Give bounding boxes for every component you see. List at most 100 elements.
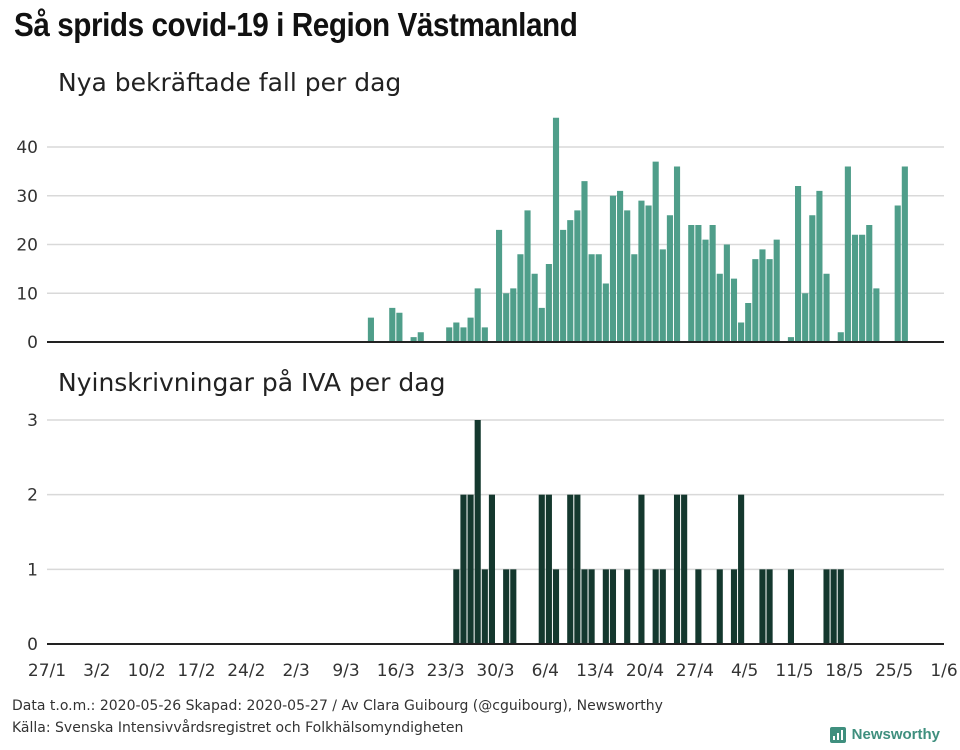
x-tick-label: 6/4: [532, 661, 559, 681]
cases-bar: [538, 307, 545, 343]
icu-bar: [545, 494, 552, 644]
footer-source: Källa: Svenska Intensivvårdsregistret oc…: [12, 720, 464, 736]
cases-y-tick-label: 40: [16, 138, 38, 158]
icu-bar: [659, 569, 666, 644]
icu-bar: [474, 420, 481, 644]
icu-bar: [766, 569, 773, 644]
x-tick-label: 13/4: [576, 661, 614, 681]
icu-bar: [602, 569, 609, 644]
icu-bar: [695, 569, 702, 644]
x-tick-label: 1/6: [930, 661, 957, 681]
cases-bar: [396, 312, 403, 342]
icu-bar: [581, 569, 588, 644]
x-tick-label: 25/5: [875, 661, 913, 681]
cases-bar: [602, 283, 609, 342]
cases-bar: [752, 259, 759, 343]
x-tick-label: 18/5: [825, 661, 863, 681]
cases-bar: [837, 332, 844, 342]
cases-bar: [723, 244, 730, 342]
logo-text: Newsworthy: [851, 726, 940, 743]
x-tick-label: 23/3: [427, 661, 465, 681]
cases-bar: [816, 190, 823, 343]
cases-bar: [510, 288, 517, 343]
icu-y-tick-label: 1: [27, 560, 38, 580]
cases-bar: [645, 205, 652, 342]
cases-bar: [545, 264, 552, 342]
cases-bar: [631, 254, 638, 342]
cases-bar: [709, 225, 716, 342]
cases-bar: [866, 225, 873, 342]
cases-bar: [673, 166, 681, 342]
cases-bar: [574, 210, 581, 343]
x-tick-label: 10/2: [128, 661, 166, 681]
cases-bar: [851, 234, 859, 342]
x-tick-label: 20/4: [626, 661, 664, 681]
icu-bar: [538, 494, 545, 644]
cases-bar: [716, 273, 723, 342]
x-tick-label: 24/2: [227, 661, 265, 681]
x-tick-label: 9/3: [332, 661, 359, 681]
icu-y-tick-label: 3: [27, 411, 38, 431]
x-tick-label: 11/5: [775, 661, 813, 681]
cases-bar: [809, 215, 816, 342]
cases-bar: [802, 293, 809, 342]
icu-bar: [481, 569, 488, 644]
cases-bar: [389, 307, 396, 343]
cases-bar: [588, 254, 595, 342]
icu-y-tick-label: 0: [27, 635, 38, 655]
cases-bar: [730, 278, 738, 343]
cases-bar: [560, 229, 567, 343]
footer-credit: Data t.o.m.: 2020-05-26 Skapad: 2020-05-…: [12, 698, 663, 714]
icu-y-tick-label: 2: [27, 486, 38, 506]
icu-bar: [488, 494, 495, 644]
x-tick-label: 17/2: [177, 661, 215, 681]
icu-bar: [510, 569, 517, 644]
cases-y-tick-label: 30: [16, 187, 38, 207]
icu-bar: [759, 569, 766, 644]
cases-bar: [567, 220, 574, 343]
icu-bar: [837, 569, 844, 644]
cases-bar: [481, 327, 488, 343]
icu-bar: [460, 494, 467, 644]
cases-bar: [453, 322, 460, 342]
cases-bar: [524, 210, 531, 343]
cases-bar: [609, 195, 617, 342]
cases-y-tick-label: 0: [27, 333, 38, 353]
cases-bar: [795, 186, 802, 342]
cases-bar: [503, 293, 510, 342]
icu-bar: [652, 569, 659, 644]
cases-bar: [859, 234, 866, 342]
cases-bar: [759, 249, 766, 343]
icu-bar: [588, 569, 595, 644]
cases-bar: [460, 327, 467, 343]
cases-bar: [823, 273, 830, 342]
cases-bar: [702, 239, 709, 343]
x-tick-label: 2/3: [282, 661, 309, 681]
icu-bar: [552, 569, 560, 644]
icu-bar: [624, 569, 631, 644]
cases-bar: [652, 161, 659, 343]
cases-bar: [766, 259, 773, 343]
cases-bar: [659, 249, 666, 343]
icu-chart-title: Nyinskrivningar på IVA per dag: [58, 368, 446, 397]
cases-bar: [695, 225, 702, 342]
cases-bar: [617, 190, 624, 343]
cases-bar: [417, 332, 424, 342]
icu-bar: [830, 569, 837, 644]
cases-chart-title: Nya bekräftade fall per dag: [58, 68, 402, 97]
icu-bar: [673, 494, 681, 644]
icu-bar: [609, 569, 617, 644]
cases-bar: [901, 166, 908, 342]
x-tick-label: 27/4: [676, 661, 714, 681]
icu-bar: [823, 569, 830, 644]
icu-bar: [738, 494, 745, 644]
cases-bar: [496, 229, 503, 343]
x-tick-label: 16/3: [377, 661, 415, 681]
cases-bar: [410, 337, 417, 343]
cases-bar: [517, 254, 524, 342]
cases-bar: [745, 303, 752, 342]
cases-bar: [595, 254, 602, 342]
x-tick-label: 4/5: [731, 661, 758, 681]
icu-bar: [730, 569, 738, 644]
x-tick-label: 3/2: [83, 661, 110, 681]
